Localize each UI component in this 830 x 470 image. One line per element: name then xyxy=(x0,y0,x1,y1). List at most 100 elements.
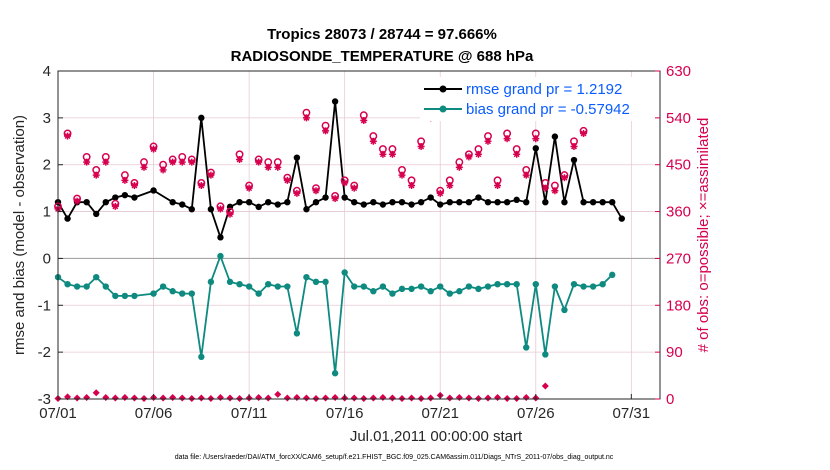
rmse-point xyxy=(351,199,358,206)
rmse-point xyxy=(112,194,119,201)
obs-assimilated-point xyxy=(350,184,358,192)
bias-point xyxy=(121,292,129,300)
rmse-point xyxy=(198,114,205,122)
asterisk-stroke xyxy=(313,187,319,194)
legend-bias-label: bias grand pr = -0.57942 xyxy=(466,101,630,118)
obs-assimilated-point xyxy=(274,163,282,171)
asterisk-stroke xyxy=(293,190,300,197)
rmse-point xyxy=(284,199,291,206)
bias-point xyxy=(609,271,616,279)
rmse-point xyxy=(169,199,176,206)
bias-point xyxy=(284,283,291,290)
obs-assimilated-point xyxy=(331,195,339,203)
obs-assimilated-point xyxy=(541,184,549,192)
obs-rejected-point xyxy=(522,393,530,401)
obs-assimilated-point xyxy=(236,156,244,164)
bias-point xyxy=(589,283,597,290)
asterisk-stroke xyxy=(274,164,281,171)
rmse-point xyxy=(255,203,262,211)
rmse-point xyxy=(398,199,406,206)
asterisk-stroke xyxy=(561,174,568,181)
y-tick-label-left: -2 xyxy=(38,344,51,361)
asterisk-stroke xyxy=(303,114,310,121)
bias-point xyxy=(551,283,559,290)
bias-point xyxy=(312,278,320,286)
obs-assimilated-point xyxy=(140,163,148,171)
obs-rejected-point xyxy=(73,394,81,402)
obs-rejected-point xyxy=(121,393,129,401)
bias-point xyxy=(379,283,387,290)
y-tick-label-right: 450 xyxy=(666,157,691,174)
bias-point xyxy=(542,351,549,358)
rmse-point xyxy=(102,199,109,206)
obs-rejected-point xyxy=(159,394,167,402)
bias-point xyxy=(255,290,262,297)
obs-assimilated-point xyxy=(111,202,119,210)
obs-assimilated-point xyxy=(379,150,387,158)
asterisk-stroke xyxy=(74,198,81,205)
obs-assimilated-point xyxy=(302,114,310,122)
legend-bias-marker xyxy=(439,105,447,113)
axis-ticks: 07/01 07/06 07/11 07/16 07/21 07/26 07/31 -3 -2 -… xyxy=(38,63,691,422)
legend-rmse-marker xyxy=(439,85,447,93)
chart-title-line1: Tropics 28073 / 28744 = 97.666% xyxy=(267,26,497,43)
obs-assimilated-point xyxy=(417,142,425,150)
bias-line xyxy=(57,253,613,374)
rmse-point xyxy=(83,199,90,206)
rmse-point xyxy=(360,201,367,208)
rmse-point xyxy=(303,206,310,213)
obs-assimilated-point xyxy=(188,158,196,166)
bias-point xyxy=(408,285,415,293)
asterisk-stroke xyxy=(446,182,453,189)
bias-point xyxy=(570,281,578,288)
obs-rejected-point xyxy=(541,382,549,390)
rmse-point xyxy=(188,206,195,213)
obs-rejected-point xyxy=(331,393,339,401)
bias-point xyxy=(322,278,329,286)
rmse-point xyxy=(379,201,387,208)
obs-rejected-point xyxy=(417,394,425,402)
asterisk-stroke xyxy=(571,143,577,150)
asterisk-stroke xyxy=(217,205,224,212)
asterisk-stroke xyxy=(160,166,167,173)
bias-point xyxy=(341,269,348,276)
obs-rejected-point xyxy=(197,394,205,402)
obs-assimilated-point xyxy=(178,158,186,166)
bias-point xyxy=(169,288,176,295)
obs-rejected-point xyxy=(455,393,463,401)
obs-assimilated-point xyxy=(494,182,502,190)
asterisk-stroke xyxy=(332,195,339,202)
bias-point xyxy=(64,281,71,288)
x-tick-label: 07/21 xyxy=(421,405,459,422)
obs-assimilated-point xyxy=(312,187,320,195)
rmse-point xyxy=(494,199,501,206)
rmse-point xyxy=(609,199,616,206)
bias-point xyxy=(599,281,606,288)
chart-title-line2: RADIOSONDE_TEMPERATURE @ 688 hPa xyxy=(231,48,534,65)
asterisk-stroke xyxy=(542,185,549,192)
rmse-point xyxy=(121,191,129,199)
obs-rejected-point xyxy=(207,394,215,402)
bias-point xyxy=(513,281,520,288)
obs-rejected-point xyxy=(169,393,177,401)
obs-rejected-point xyxy=(130,394,138,402)
legend-box xyxy=(420,77,655,121)
obs-rejected-point xyxy=(513,394,521,402)
obs-assimilated-point xyxy=(360,116,368,124)
rmse-point xyxy=(265,199,272,206)
obs-assimilated-point xyxy=(580,129,588,137)
y-tick-label-right: 180 xyxy=(666,297,691,314)
rmse-point xyxy=(417,199,425,206)
rmse-point xyxy=(217,234,224,241)
asterisk-stroke xyxy=(93,172,100,179)
rmse-point xyxy=(503,199,511,206)
asterisk-stroke xyxy=(351,185,358,192)
bias-point xyxy=(389,290,396,297)
obs-assimilated-point xyxy=(73,197,81,205)
legend-rmse-label: rmse grand pr = 1.2192 xyxy=(466,81,622,98)
bias-point xyxy=(159,283,167,290)
bias-point xyxy=(265,281,272,288)
obs-assimilated-point xyxy=(436,189,444,197)
rmse-point xyxy=(312,199,320,206)
